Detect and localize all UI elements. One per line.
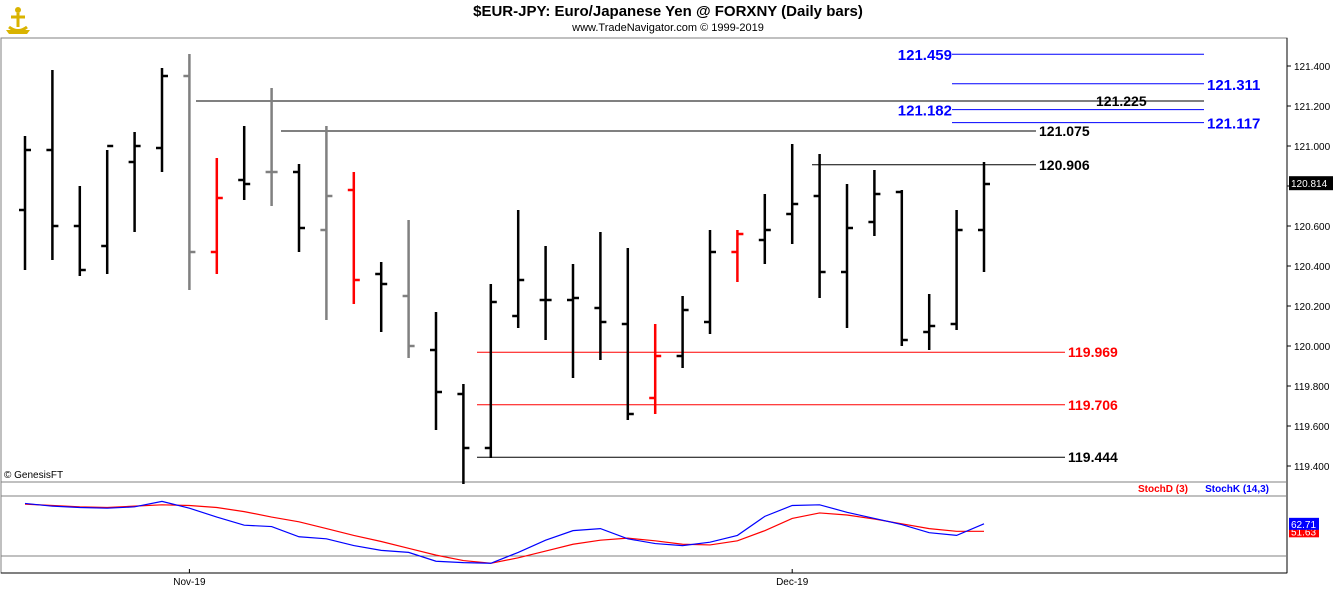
last-price-label: 120.814 [1291, 179, 1328, 190]
level-label: 119.706 [1068, 397, 1118, 413]
x-tick-label: Dec-19 [776, 577, 809, 588]
y-tick-label: 119.800 [1294, 382, 1330, 393]
last-price-box [1289, 176, 1333, 191]
y-tick-label: 120.200 [1294, 302, 1331, 313]
y-tick-label: 120.000 [1294, 342, 1331, 353]
level-label: 121.075 [1039, 123, 1090, 139]
level-label: 121.311 [1207, 77, 1260, 94]
oscillator-value-label: 51.63 [1291, 527, 1316, 538]
y-tick-label: 120.400 [1294, 262, 1331, 273]
oscillator-legend: StochK (14,3) [1205, 484, 1269, 495]
chart-header: $EUR-JPY: Euro/Japanese Yen @ FORXNY (Da… [0, 0, 1336, 38]
watermark: © GenesisFT [4, 470, 63, 481]
y-tick-label: 119.400 [1294, 462, 1330, 473]
level-label: 121.117 [1207, 116, 1260, 133]
oscillator-legend: StochD (3) [1138, 484, 1188, 495]
level-label: 119.969 [1068, 344, 1118, 360]
chart-subtitle: www.TradeNavigator.com © 1999-2019 [572, 22, 764, 34]
oscillator-value-label: 62.71 [1291, 520, 1316, 531]
y-tick-label: 120.600 [1294, 222, 1331, 233]
y-tick-label: 121.200 [1294, 102, 1331, 113]
level-label: 121.225 [1096, 93, 1147, 109]
y-tick-label: 121.000 [1294, 142, 1331, 153]
level-label: 120.906 [1039, 157, 1090, 173]
y-tick-label: 121.400 [1294, 62, 1331, 73]
genesis-logo-icon [3, 3, 33, 35]
level-label: 121.459 [898, 47, 952, 64]
y-tick-label: 119.600 [1294, 422, 1330, 433]
stochastic-line [24, 500, 985, 564]
chart-title: $EUR-JPY: Euro/Japanese Yen @ FORXNY (Da… [473, 3, 863, 20]
level-label: 119.444 [1068, 449, 1118, 465]
oscillator-value-box [1289, 517, 1319, 530]
chart-frame [0, 37, 1288, 574]
stochastic-line [24, 503, 984, 564]
x-tick-label: Nov-19 [173, 577, 206, 588]
level-label: 121.182 [898, 103, 952, 120]
